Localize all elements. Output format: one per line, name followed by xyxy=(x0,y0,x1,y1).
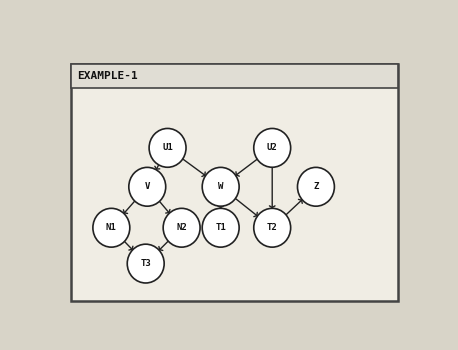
Ellipse shape xyxy=(298,167,334,206)
Ellipse shape xyxy=(127,244,164,283)
Text: U2: U2 xyxy=(267,144,278,152)
Ellipse shape xyxy=(93,208,130,247)
Text: Z: Z xyxy=(313,182,319,191)
Bar xyxy=(71,64,398,301)
Text: EXAMPLE-1: EXAMPLE-1 xyxy=(77,71,137,81)
Text: N1: N1 xyxy=(106,223,117,232)
Ellipse shape xyxy=(202,167,239,206)
Text: N2: N2 xyxy=(176,223,187,232)
Bar xyxy=(71,64,398,88)
Ellipse shape xyxy=(163,208,200,247)
Text: U1: U1 xyxy=(162,144,173,152)
Text: V: V xyxy=(145,182,150,191)
Text: T3: T3 xyxy=(140,259,151,268)
Ellipse shape xyxy=(202,208,239,247)
Text: T2: T2 xyxy=(267,223,278,232)
Text: T1: T1 xyxy=(215,223,226,232)
Text: W: W xyxy=(218,182,224,191)
Ellipse shape xyxy=(149,128,186,167)
Ellipse shape xyxy=(129,167,166,206)
Ellipse shape xyxy=(254,208,291,247)
Ellipse shape xyxy=(254,128,291,167)
